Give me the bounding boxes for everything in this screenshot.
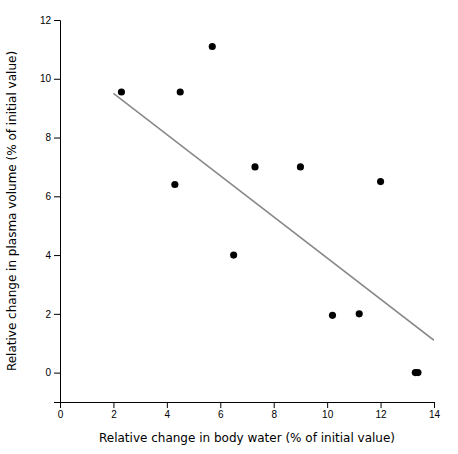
x-tick-mark [167, 402, 168, 408]
x-tick-label: 2 [111, 409, 117, 420]
scatter-point [230, 252, 237, 259]
x-tick-label: 6 [218, 409, 224, 420]
x-tick: 0 [58, 402, 64, 420]
y-tick-mark [54, 79, 60, 80]
x-tick: 6 [218, 402, 224, 420]
y-tick-label: 6 [45, 191, 51, 202]
y-tick-mark [54, 255, 60, 256]
x-tick: 2 [111, 402, 117, 420]
x-tick-label: 10 [322, 409, 334, 420]
x-tick-mark [274, 402, 275, 408]
x-axis-title: Relative change in body water (% of init… [99, 431, 395, 445]
x-tick: 10 [322, 402, 334, 420]
y-tick-label: 10 [40, 73, 52, 84]
scatter-point [414, 369, 421, 376]
y-axis: 0 2 4 6 8 10 12 [40, 15, 61, 403]
y-tick: 6 [45, 191, 60, 202]
x-tick-mark [327, 402, 328, 408]
marks [113, 43, 434, 376]
y-tick: 2 [45, 309, 60, 320]
y-tick: 4 [45, 250, 60, 261]
x-tick-mark [381, 402, 382, 408]
scatter-point [177, 88, 184, 95]
x-tick: 8 [271, 402, 277, 420]
y-tick-label: 2 [45, 309, 51, 320]
y-tick-mark [54, 314, 60, 315]
scatter-point [118, 88, 125, 95]
y-tick-mark [54, 20, 60, 21]
y-axis-line [54, 21, 61, 403]
scatter-point [329, 312, 336, 319]
scatter-point [356, 310, 363, 317]
x-tick: 4 [165, 402, 171, 420]
scatter-point [209, 43, 216, 50]
x-axis: 0 2 4 6 8 10 12 14 [58, 402, 441, 420]
y-tick: 8 [45, 132, 60, 143]
regression-line [113, 93, 434, 340]
y-tick-label: 4 [45, 250, 51, 261]
y-tick-mark [54, 196, 60, 197]
x-tick-mark [220, 402, 221, 408]
plot: 0 2 4 6 8 10 12 14 0 2 4 6 8 10 12 [40, 15, 441, 420]
x-axis-line [61, 403, 435, 409]
x-tick-label: 14 [429, 409, 441, 420]
x-tick: 12 [376, 402, 388, 420]
x-tick-mark [434, 402, 435, 408]
y-tick-label: 8 [45, 132, 51, 143]
y-axis-title: Relative change in plasma volume (% of i… [5, 51, 19, 371]
scatter-point [377, 178, 384, 185]
y-tick: 10 [40, 73, 60, 84]
x-tick-label: 4 [165, 409, 171, 420]
scatter-point [297, 163, 304, 170]
scatter-point [171, 181, 178, 188]
x-tick-label: 0 [58, 409, 64, 420]
y-tick-label: 12 [40, 15, 52, 26]
chart: 0 2 4 6 8 10 12 14 0 2 4 6 8 10 12 Relative change in b… [0, 0, 458, 454]
y-tick-label: 0 [45, 367, 51, 378]
x-tick-label: 12 [376, 409, 388, 420]
y-tick: 12 [40, 15, 60, 26]
x-tick-mark [113, 402, 114, 408]
y-tick: 0 [45, 367, 60, 378]
y-tick-mark [54, 373, 60, 374]
y-tick-mark [54, 138, 60, 139]
x-tick-label: 8 [271, 409, 277, 420]
scatter-point [251, 163, 258, 170]
x-tick: 14 [429, 402, 441, 420]
